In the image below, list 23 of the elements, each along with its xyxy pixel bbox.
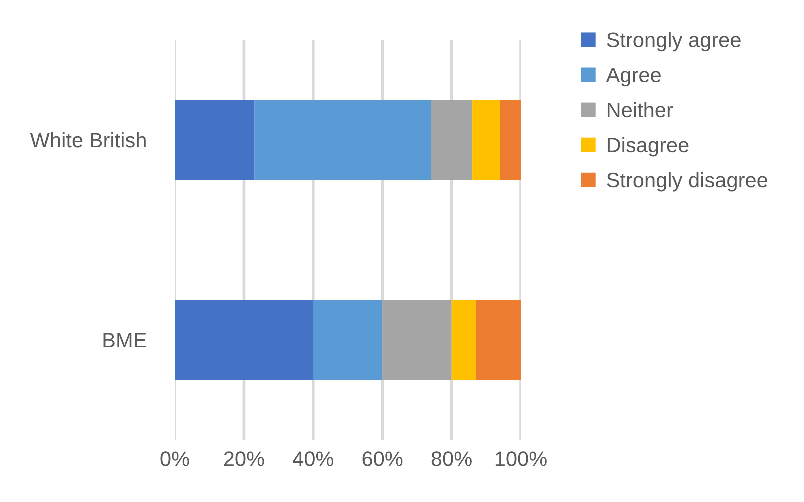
bar	[500, 100, 521, 180]
x-tick-label: 80%	[432, 452, 472, 466]
legend-label: Disagree	[608, 137, 689, 157]
bar	[476, 300, 521, 380]
bar	[254, 100, 432, 180]
legend-label: Agree	[606, 68, 661, 87]
y-tick-label: BME	[104, 333, 146, 348]
x-tick-label: 60%	[362, 452, 403, 466]
x-tick-label: 40%	[293, 452, 334, 466]
bar	[452, 300, 476, 380]
bar	[431, 100, 473, 180]
x-tick-label: 0%	[160, 452, 190, 466]
bar	[472, 100, 500, 180]
legend-label: Strongly disagree	[607, 172, 768, 192]
x-tick-label: 20%	[224, 452, 264, 466]
legend-label: Strongly agree	[607, 32, 741, 52]
bar	[313, 300, 383, 380]
x-tick-label: 100%	[496, 452, 547, 466]
y-tick-label: White British	[30, 132, 146, 148]
bar	[175, 300, 314, 380]
legend-label: Neither	[608, 102, 674, 118]
bar	[382, 300, 452, 380]
bar	[175, 100, 255, 180]
